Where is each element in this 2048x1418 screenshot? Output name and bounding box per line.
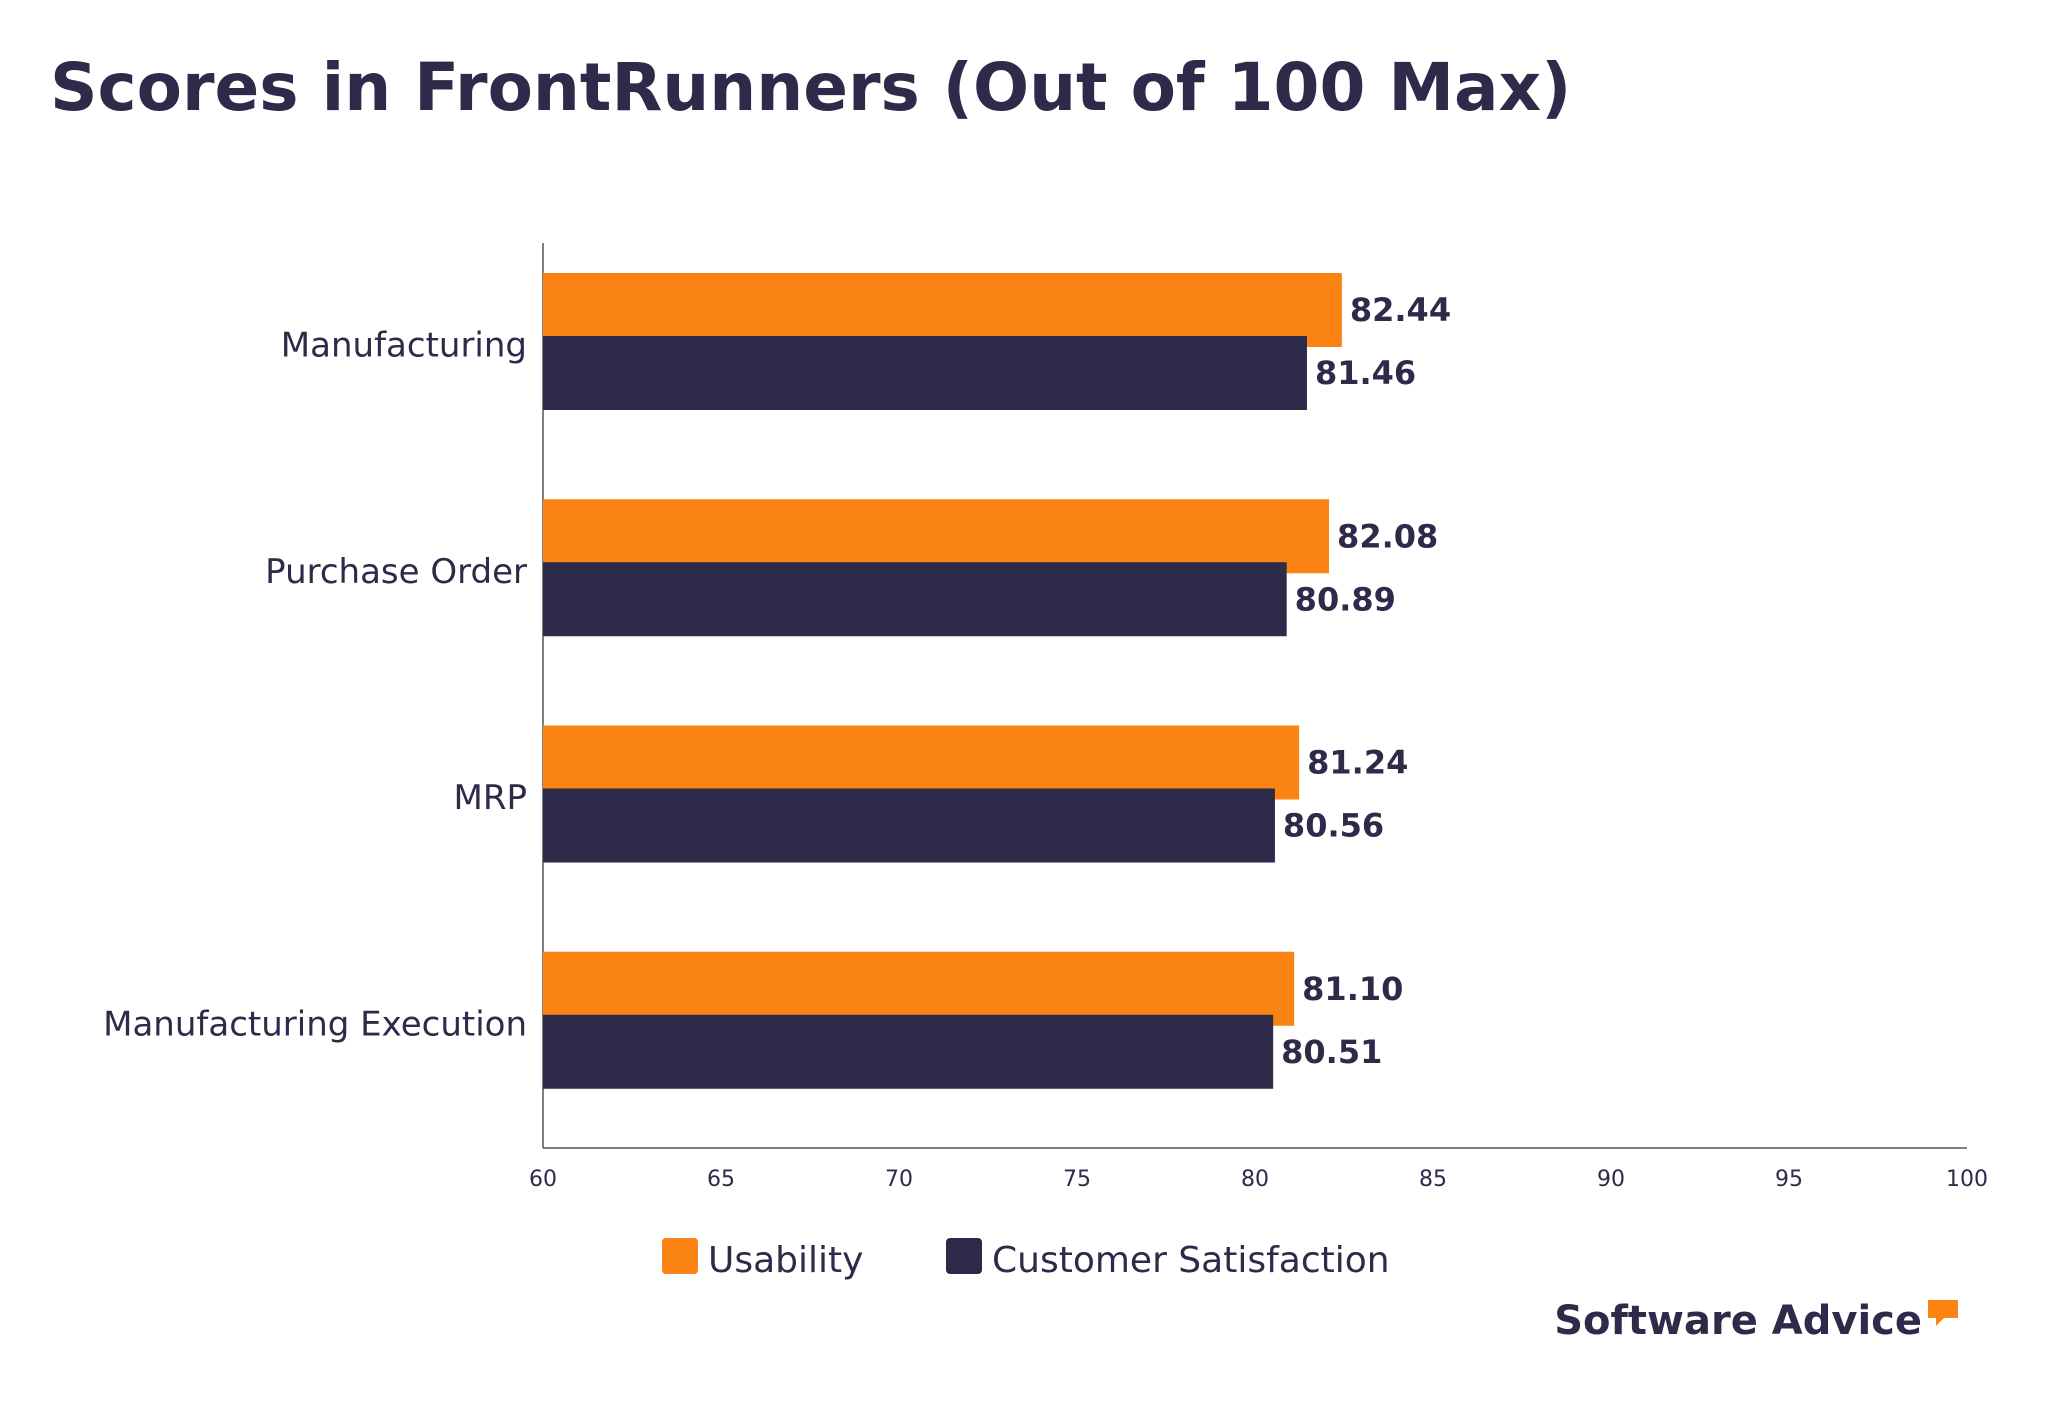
bar (543, 788, 1275, 863)
value-label: 81.24 (1307, 744, 1408, 782)
x-tick-label: 90 (1597, 1167, 1625, 1192)
legend-swatch (946, 1238, 982, 1274)
legend-label: Customer Satisfaction (992, 1240, 1390, 1281)
bar (543, 1014, 1274, 1089)
y-tick-label: Manufacturing Execution (103, 1004, 527, 1044)
value-label: 82.08 (1337, 517, 1438, 555)
value-label: 80.56 (1283, 807, 1384, 845)
bar (543, 562, 1287, 637)
chart-title: Scores in FrontRunners (Out of 100 Max) (50, 49, 1571, 126)
logo: Software Advice (1554, 1298, 1922, 1344)
x-tick-label: 60 (529, 1167, 557, 1192)
legend-label: Usability (708, 1240, 863, 1281)
x-tick-label: 85 (1419, 1167, 1447, 1192)
value-label: 81.46 (1315, 354, 1416, 392)
logo-icon (1928, 1300, 1958, 1326)
x-tick-label: 75 (1063, 1167, 1091, 1192)
value-label: 80.51 (1281, 1033, 1382, 1071)
x-tick-label: 80 (1241, 1167, 1269, 1192)
x-tick-label: 65 (707, 1167, 735, 1192)
bar (543, 499, 1330, 574)
x-tick-label: 70 (885, 1167, 913, 1192)
y-tick-label: MRP (454, 778, 527, 818)
x-tick-label: 100 (1946, 1167, 1988, 1192)
value-label: 81.10 (1302, 970, 1403, 1008)
x-tick-label: 95 (1775, 1167, 1803, 1192)
bar (543, 725, 1300, 800)
value-label: 82.44 (1350, 291, 1451, 329)
bar (543, 951, 1295, 1026)
bar (543, 336, 1307, 410)
value-label: 80.89 (1295, 580, 1396, 618)
bar (543, 273, 1342, 347)
y-tick-label: Manufacturing (281, 326, 527, 366)
legend-swatch (662, 1238, 698, 1274)
y-tick-label: Purchase Order (265, 552, 527, 592)
